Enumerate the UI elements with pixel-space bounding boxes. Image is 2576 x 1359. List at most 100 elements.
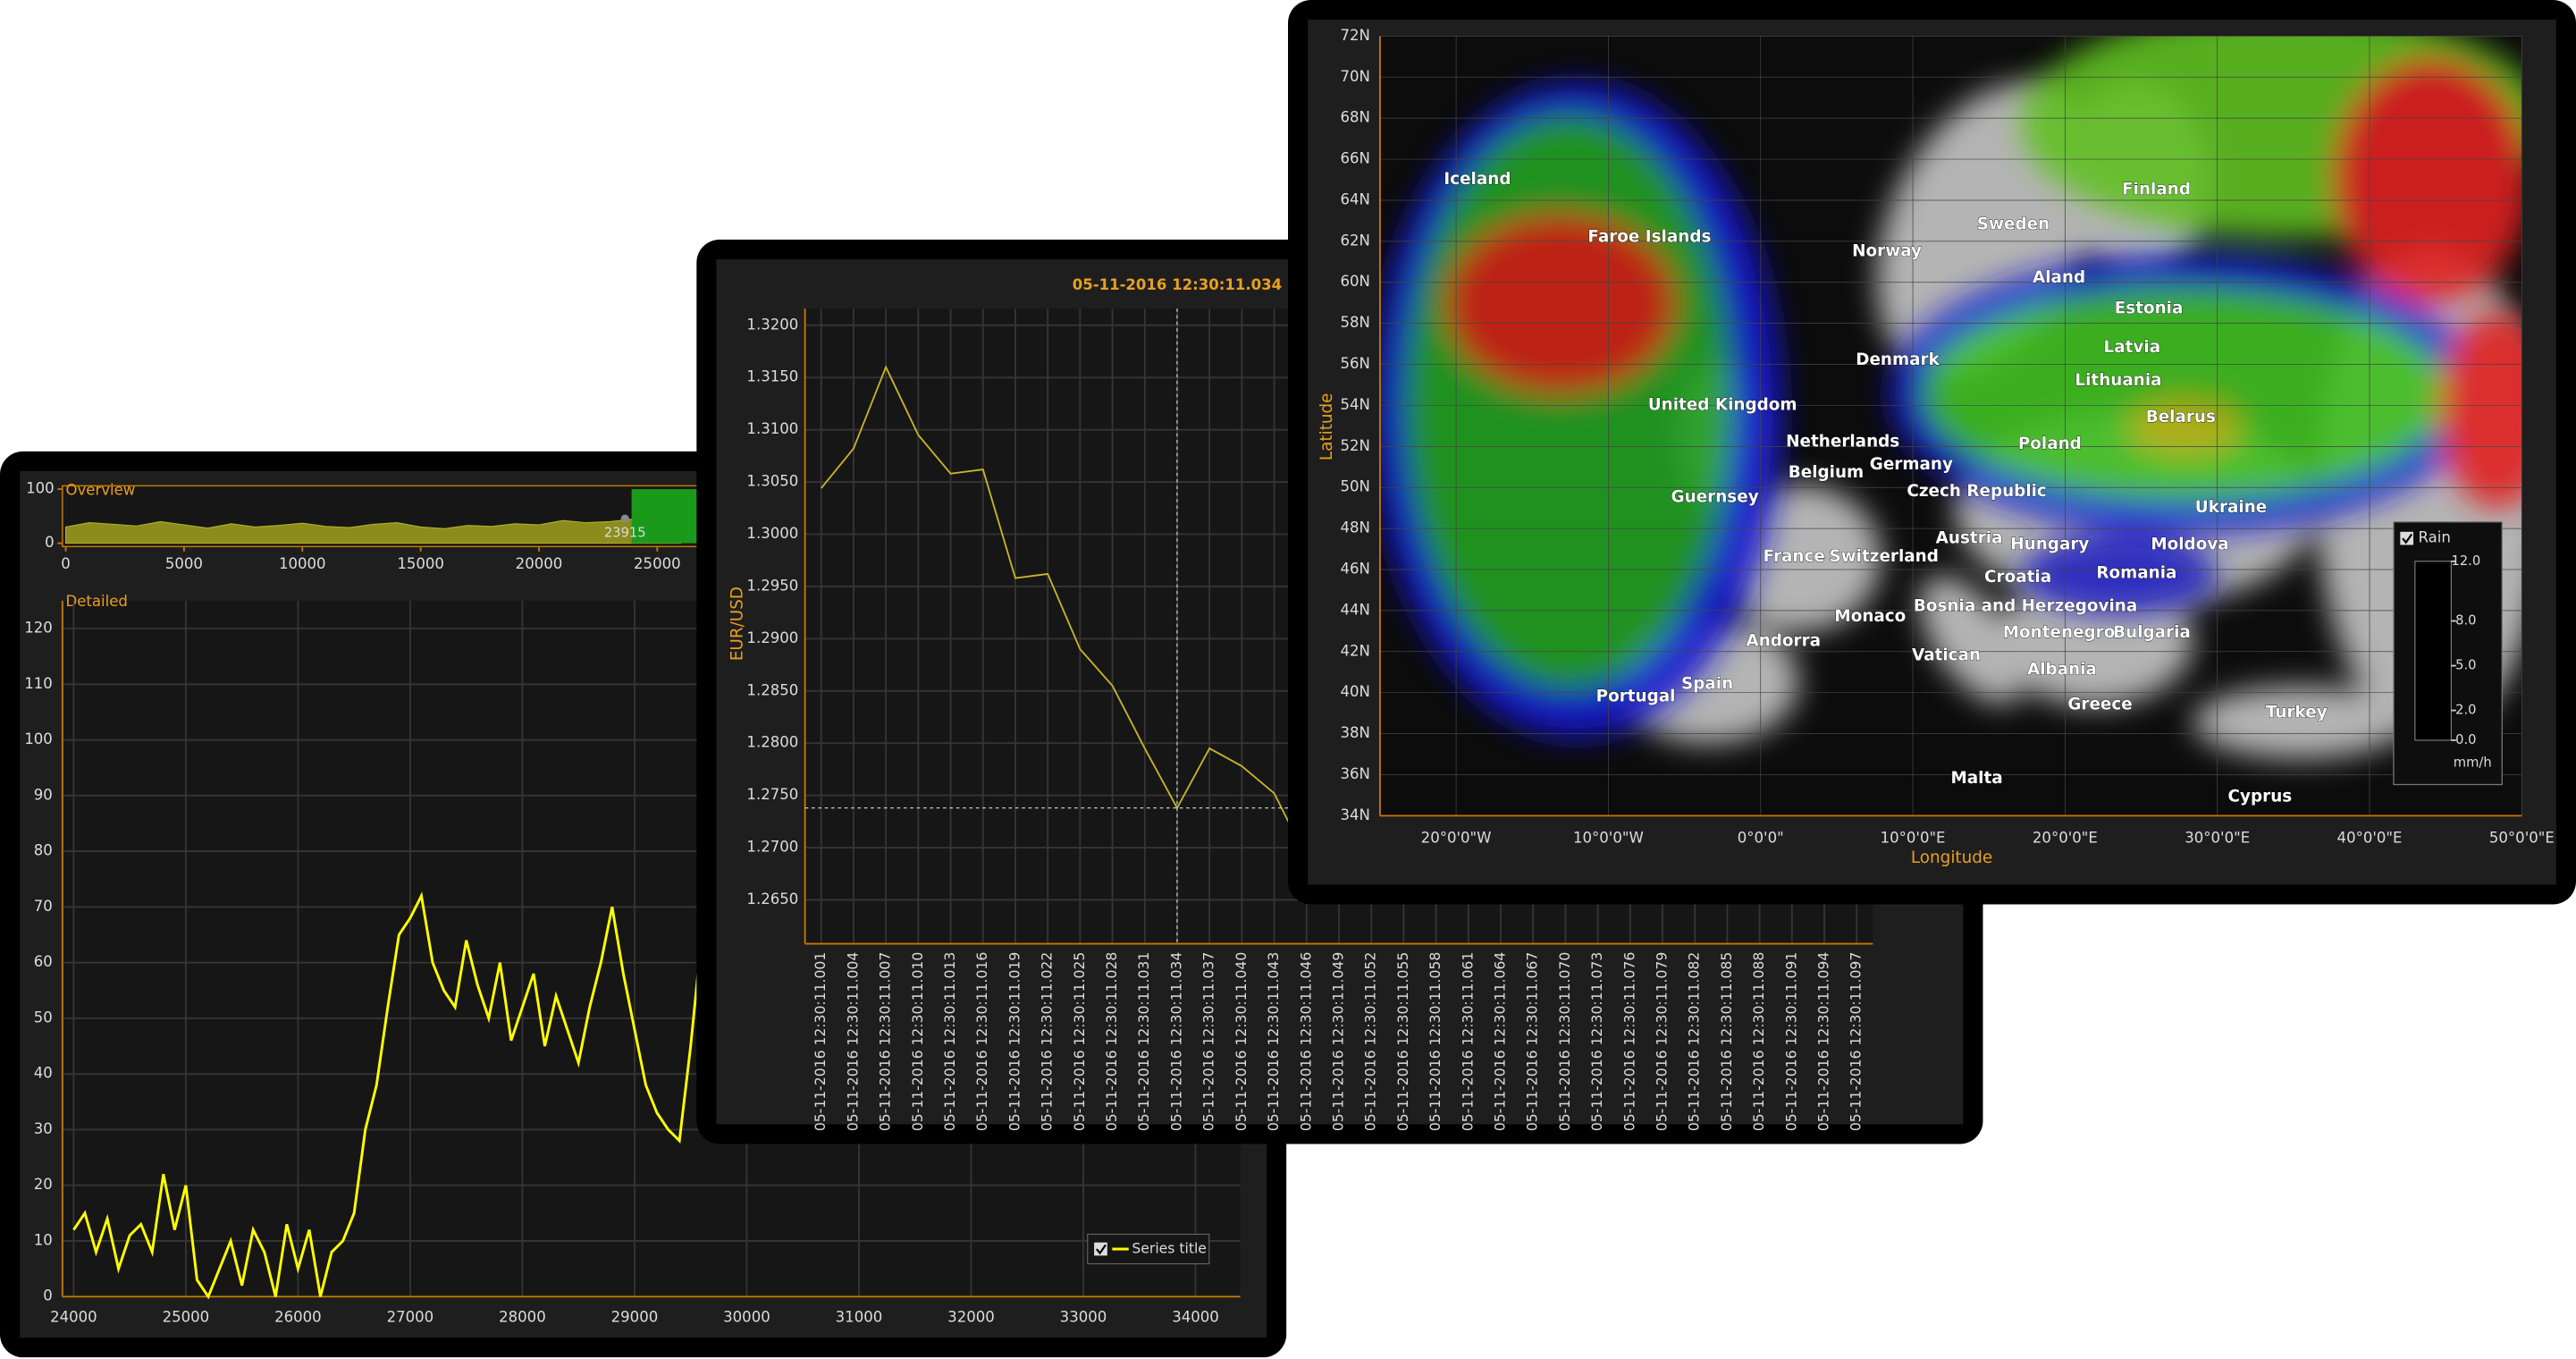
country-label: Hungary xyxy=(2010,535,2089,553)
y-tick-label: 36N xyxy=(1341,765,1370,782)
country-label: Bulgaria xyxy=(2113,623,2191,642)
country-label: Ukraine xyxy=(2195,498,2267,517)
x-tick-label: 05-11-2016 12:30:11.064 xyxy=(1492,952,1508,1131)
y-tick-label: 40 xyxy=(34,1065,53,1082)
x-tick-label: 30000 xyxy=(723,1309,770,1326)
selection-handle[interactable] xyxy=(620,514,629,523)
country-label: Belarus xyxy=(2146,408,2216,426)
y-tick-label: 38N xyxy=(1341,724,1370,741)
x-tick-label: 05-11-2016 12:30:11.052 xyxy=(1363,952,1379,1131)
y-tick-label: 30 xyxy=(34,1120,53,1137)
map-layer xyxy=(1379,36,2522,759)
x-tick-label: 05-11-2016 12:30:11.031 xyxy=(1136,952,1152,1131)
y-tick-label: 54N xyxy=(1341,396,1370,413)
colorbar-label: 12.0 xyxy=(2451,553,2480,569)
country-label: Turkey xyxy=(2266,704,2328,722)
y-tick-label: 56N xyxy=(1341,355,1370,372)
x-tick-label: 50°0'0"E xyxy=(2489,830,2555,847)
legend-title: Rain xyxy=(2419,529,2451,546)
country-label: Monaco xyxy=(1834,607,1906,626)
country-label: Albania xyxy=(2027,660,2097,679)
country-label: Germany xyxy=(1870,455,1953,474)
y-tick-label: 90 xyxy=(34,786,53,803)
x-tick-label: 05-11-2016 12:30:11.046 xyxy=(1298,952,1314,1131)
x-tick-label: 10°0'0"W xyxy=(1573,830,1644,847)
x-tick-label: 05-11-2016 12:30:11.001 xyxy=(812,952,829,1131)
country-label: Aland xyxy=(2033,268,2085,287)
x-tick-label: 5000 xyxy=(165,555,203,572)
y-tick-label: 70 xyxy=(34,898,53,915)
country-label: Norway xyxy=(1852,241,1922,260)
x-tick-label: 31000 xyxy=(836,1309,883,1326)
country-label: Portugal xyxy=(1596,687,1676,705)
panel-map: 34N 36N 38N 40N 42N 44N 46N 48N 50N 52N 54N 56N 58N 6… xyxy=(1288,0,2576,905)
x-axis-title: Longitude xyxy=(1911,848,1992,867)
panel-eurusd: 1.2650 1.2700 1.2750 1.2800 1.2850 1.2900 1.29… xyxy=(696,240,1983,1144)
country-label: Switzerland xyxy=(1829,547,1938,566)
y-tick-label: 70N xyxy=(1341,68,1370,85)
x-tick-label: 26000 xyxy=(274,1309,322,1326)
y-tick-label: 0 xyxy=(45,534,55,551)
y-tick-label: 20 xyxy=(34,1176,53,1193)
y-tick-label: 0 xyxy=(43,1287,53,1304)
y-tick-label: 52N xyxy=(1341,437,1370,454)
overview-area xyxy=(64,518,682,544)
country-label: Poland xyxy=(2018,435,2082,453)
x-tick-label: 05-11-2016 12:30:11.007 xyxy=(878,952,894,1131)
y-axis-title: Latitude xyxy=(1317,393,1336,461)
y-tick-label: 1.3050 xyxy=(746,473,798,490)
series-line xyxy=(821,365,1308,859)
y-tick-label: 44N xyxy=(1341,601,1370,618)
y-tick-label: 1.3200 xyxy=(746,316,798,333)
country-label: Estonia xyxy=(2115,300,2184,318)
colorbar xyxy=(2414,561,2452,741)
y-tick-label: 62N xyxy=(1341,232,1370,249)
chart-title: Detailed xyxy=(66,593,128,610)
country-label: Malta xyxy=(1951,769,2003,788)
country-label: Romania xyxy=(2096,564,2176,583)
x-tick-label: 05-11-2016 12:30:11.097 xyxy=(1848,952,1865,1131)
x-tick-label: 05-11-2016 12:30:11.010 xyxy=(910,952,926,1131)
colorbar-label: 5.0 xyxy=(2455,658,2476,673)
y-tick-label: 48N xyxy=(1341,519,1370,536)
x-tick-label: 40°0'0"E xyxy=(2337,830,2403,847)
y-tick-label: 110 xyxy=(24,675,53,692)
x-tick-label: 05-11-2016 12:30:11.028 xyxy=(1104,952,1120,1131)
y-tick-label: 46N xyxy=(1341,561,1370,578)
x-tick-label: 25000 xyxy=(163,1309,210,1326)
x-tick-label: 05-11-2016 12:30:11.061 xyxy=(1460,952,1476,1131)
x-tick-label: 05-11-2016 12:30:11.013 xyxy=(942,952,958,1131)
x-tick-label: 29000 xyxy=(611,1309,659,1326)
x-tick-label: 05-11-2016 12:30:11.049 xyxy=(1330,952,1346,1131)
x-tick-label: 05-11-2016 12:30:11.067 xyxy=(1525,952,1541,1131)
x-tick-label: 20°0'0"W xyxy=(1421,830,1492,847)
y-tick-label: 58N xyxy=(1341,314,1370,331)
legend-check xyxy=(1096,1244,1107,1255)
x-tick-label: 05-11-2016 12:30:11.082 xyxy=(1687,952,1703,1131)
country-label: France xyxy=(1764,547,1825,566)
x-tick-label: 05-11-2016 12:30:11.016 xyxy=(974,952,990,1131)
country-label: Czech Republic xyxy=(1907,482,2046,501)
y-tick-label: 1.2650 xyxy=(746,891,798,907)
y-tick-label: 1.3000 xyxy=(746,525,798,542)
colorbar-label: 0.0 xyxy=(2455,732,2476,747)
x-tick-label: 05-11-2016 12:30:11.094 xyxy=(1816,952,1832,1131)
x-tick-label: 05-11-2016 12:30:11.025 xyxy=(1072,952,1088,1131)
country-label: United Kingdom xyxy=(1648,395,1797,414)
x-tick-label: 0°0'0" xyxy=(1738,830,1784,847)
x-tick-label: 27000 xyxy=(387,1309,434,1326)
country-label: Netherlands xyxy=(1786,433,1899,452)
country-label: Latvia xyxy=(2104,338,2161,357)
x-tick-label: 30°0'0"E xyxy=(2185,830,2250,847)
y-tick-label: 1.2800 xyxy=(746,734,798,751)
y-tick-label: 120 xyxy=(24,620,53,637)
y-tick-label: 1.2850 xyxy=(746,681,798,698)
country-label: Montenegro xyxy=(2003,623,2116,642)
selection-label: 23915 xyxy=(604,526,646,541)
x-tick-label: 0 xyxy=(61,555,71,572)
x-tick-label: 33000 xyxy=(1060,1309,1107,1326)
y-tick-label: 100 xyxy=(26,480,55,497)
country-label: Vatican xyxy=(1912,646,1981,664)
